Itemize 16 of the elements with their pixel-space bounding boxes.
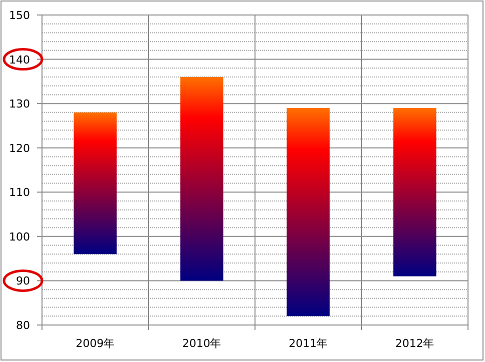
y-tick-label: 140 [9,53,30,66]
y-tick-label: 110 [9,186,30,200]
x-tick-label: 2011年 [288,337,328,350]
y-tick-label: 80 [16,319,30,332]
y-tick-label: 150 [9,9,30,22]
y-tick-label: 100 [9,230,30,244]
y-tick-label: 130 [9,98,30,111]
bar [393,108,436,276]
y-tick-label: 90 [16,274,30,288]
y-tick-label: 120 [9,142,30,155]
x-tick-label: 2010年 [182,337,222,350]
x-tick-label: 2009年 [76,337,115,350]
bar [286,108,330,316]
bar [180,77,224,281]
bar [74,112,117,254]
x-tick-label: 2012年 [395,337,434,350]
